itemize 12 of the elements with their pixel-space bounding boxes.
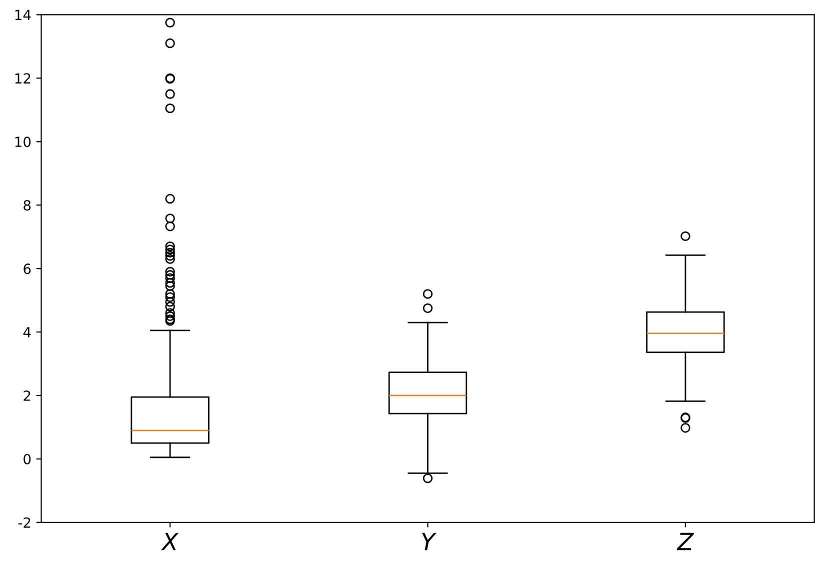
y-tick-label: 10 [15, 136, 31, 148]
y-tick-label: -2 [18, 517, 30, 528]
y-tick-label: 2 [24, 390, 30, 401]
x-tick-label: X [160, 532, 179, 550]
y-tick-label: 0 [24, 454, 31, 464]
y-tick-label: 14 [15, 10, 31, 20]
x-tick-label: Y [422, 532, 437, 550]
y-tick-label: 12 [15, 73, 30, 84]
y-tick-label: 6 [24, 264, 31, 274]
y-tick-label: 4 [23, 327, 31, 338]
y-tick-label: 8 [24, 200, 31, 211]
x-tick-label: Z [676, 532, 694, 550]
